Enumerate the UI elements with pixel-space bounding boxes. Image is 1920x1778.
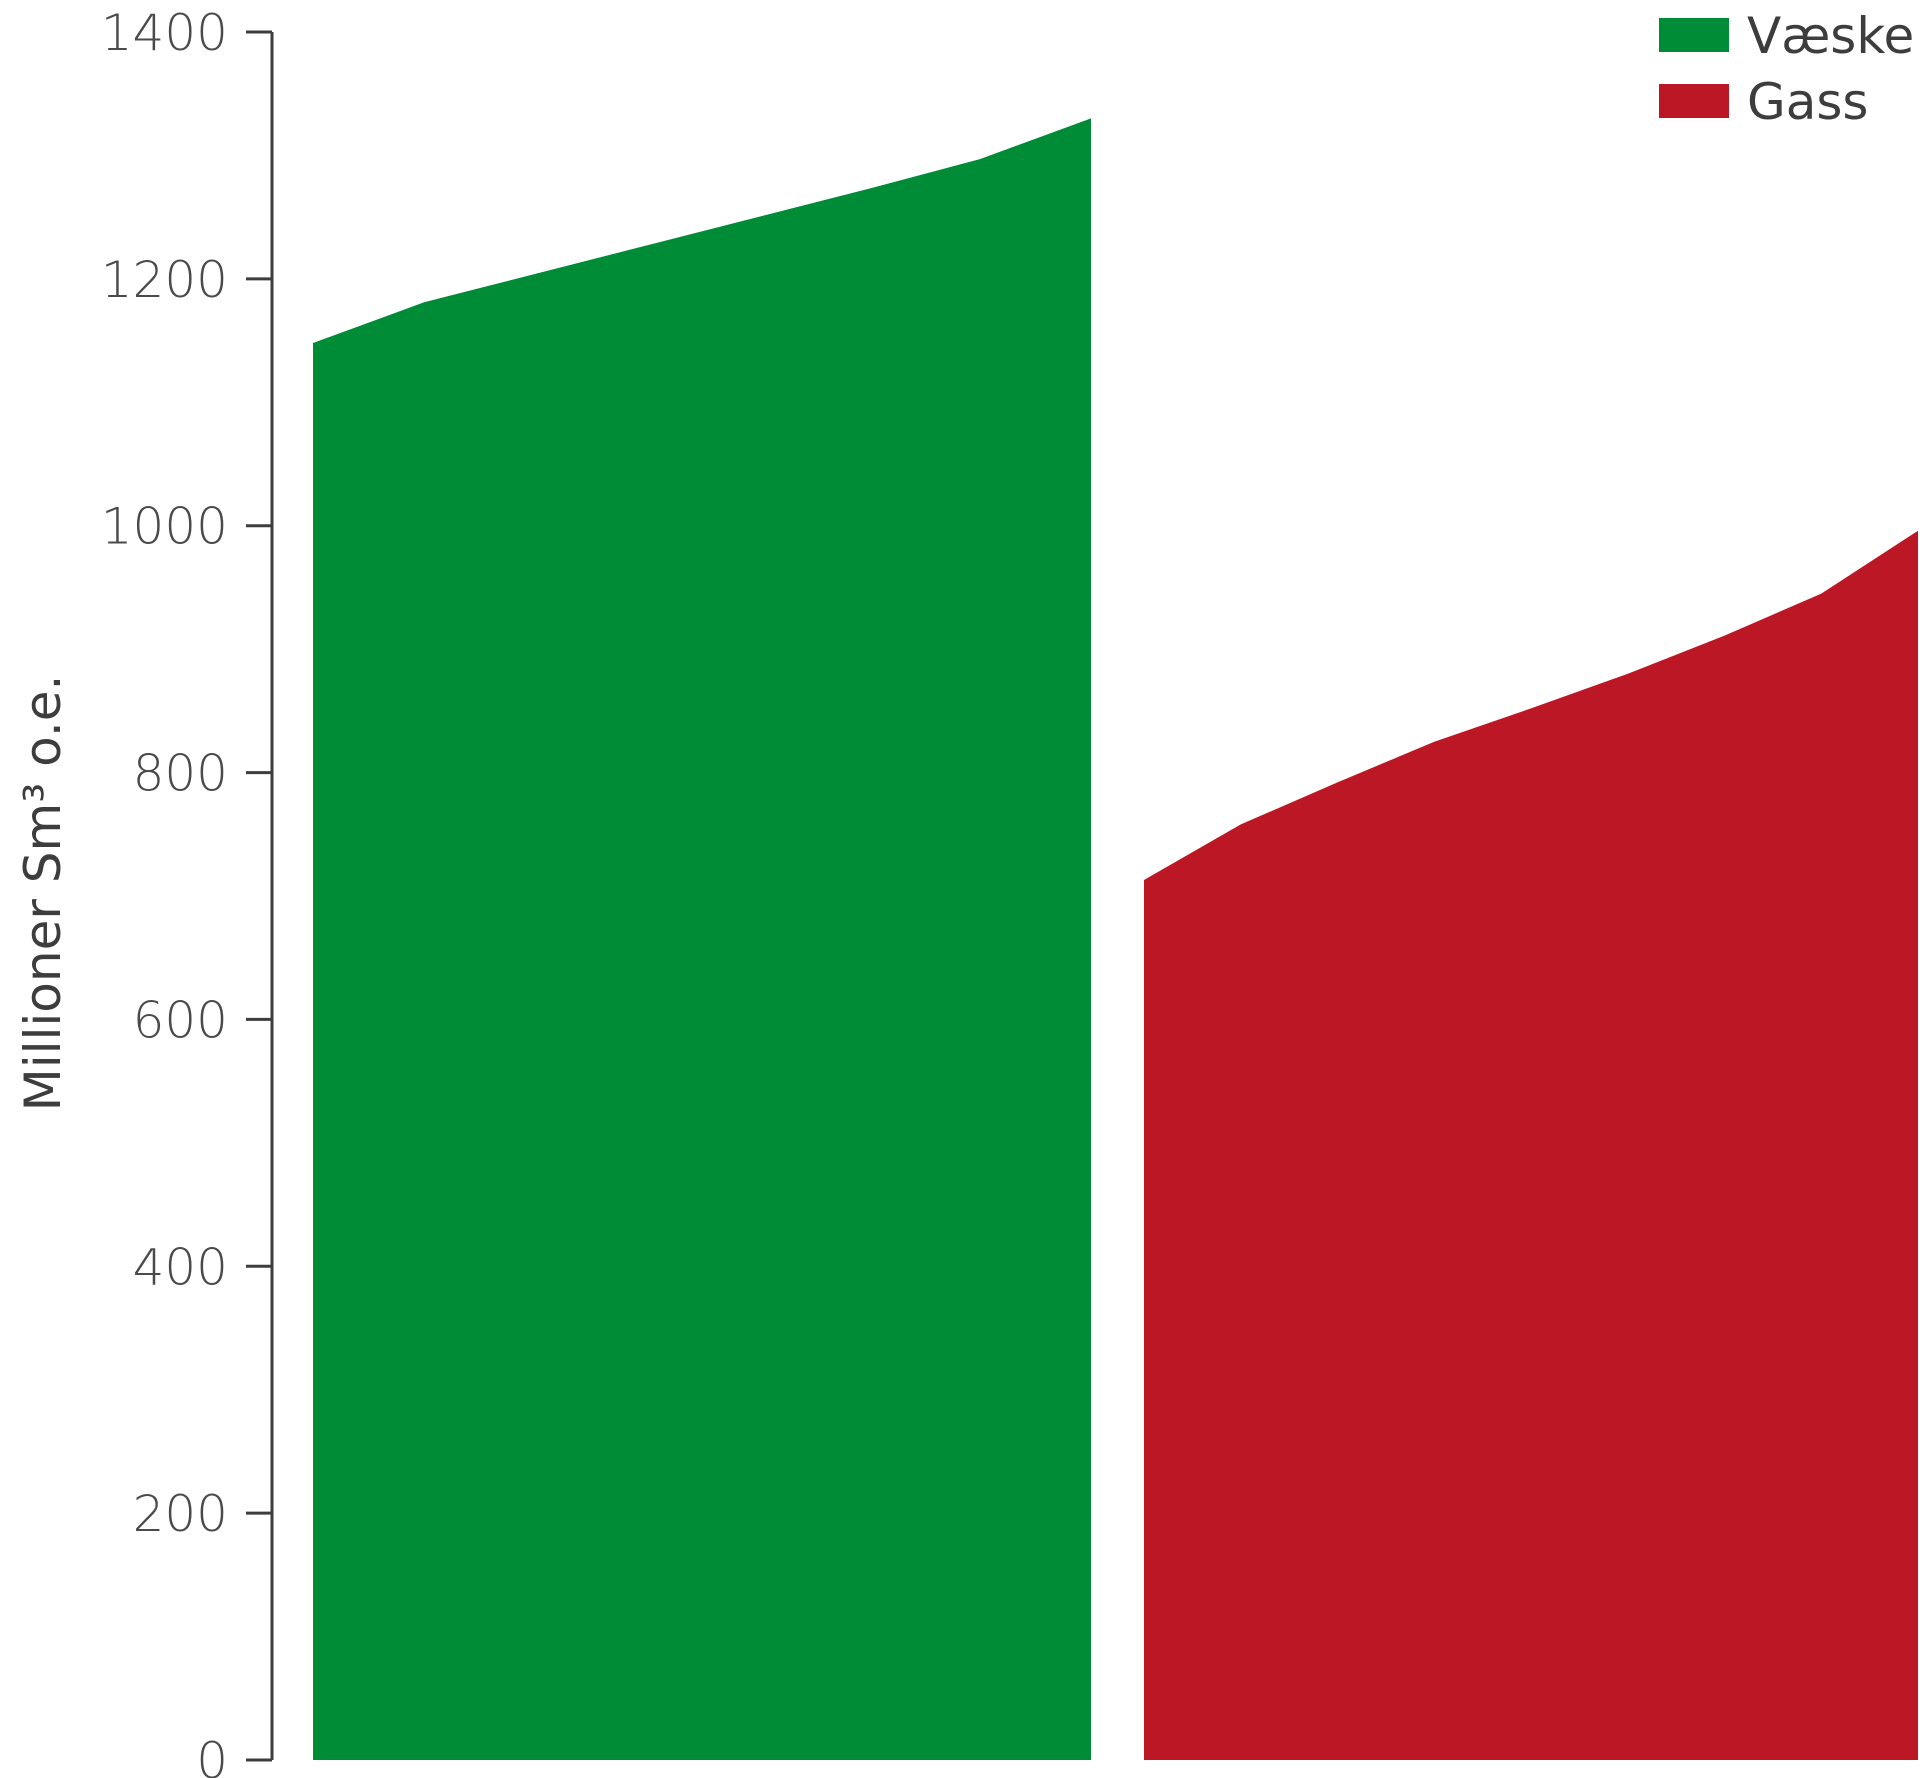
y-tick-label: 400 <box>133 1238 228 1296</box>
y-tick-label: 800 <box>133 745 228 803</box>
area-gass <box>1144 530 1918 1761</box>
y-axis-title: Millioner Sm³ o.e. <box>14 675 72 1112</box>
chart-areas <box>313 118 1918 1761</box>
y-tick-label: 200 <box>133 1485 228 1543</box>
legend-label: Gass <box>1747 73 1868 131</box>
legend-label: Væske <box>1747 7 1914 65</box>
y-tick-label: 1000 <box>101 498 228 556</box>
legend-swatch <box>1659 18 1729 52</box>
y-tick-label: 0 <box>196 1732 228 1778</box>
y-tick-label: 1400 <box>101 4 228 62</box>
area-væske <box>313 118 1091 1760</box>
legend-swatch <box>1659 84 1729 118</box>
y-tick-label: 600 <box>133 991 228 1049</box>
y-tick-label: 1200 <box>101 251 228 309</box>
y-axis: 0 200 400 600 800 1000 1200 1400 <box>101 4 274 1778</box>
legend: Væske Gass <box>1659 7 1914 131</box>
